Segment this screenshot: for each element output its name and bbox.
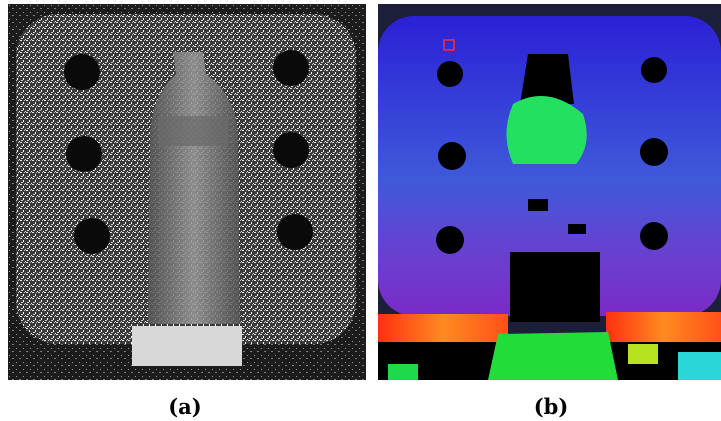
depth-hole — [640, 138, 668, 166]
speckle-image-panel — [8, 4, 366, 380]
depth-near-band — [606, 312, 721, 342]
depth-near-band — [378, 314, 508, 342]
depth-hole — [641, 57, 667, 83]
hole-circle — [273, 50, 309, 86]
marker-icon — [443, 39, 455, 51]
depth-bottle-mid — [506, 96, 587, 164]
depth-map-image — [378, 4, 721, 380]
hole-circle — [74, 218, 110, 254]
hole-circle — [277, 214, 313, 250]
depth-base — [488, 332, 618, 380]
depth-hole — [436, 226, 464, 254]
caption-a: (a) — [168, 394, 202, 419]
depth-hole — [640, 222, 668, 250]
depth-map-panel — [378, 4, 721, 380]
bottle-base — [132, 326, 242, 366]
hole-circle — [66, 136, 102, 172]
hole-circle — [273, 132, 309, 168]
speckle-image — [8, 4, 366, 380]
depth-hole — [437, 61, 463, 87]
hole-circle — [64, 54, 100, 90]
depth-hole — [438, 142, 466, 170]
caption-b: (b) — [533, 394, 569, 419]
